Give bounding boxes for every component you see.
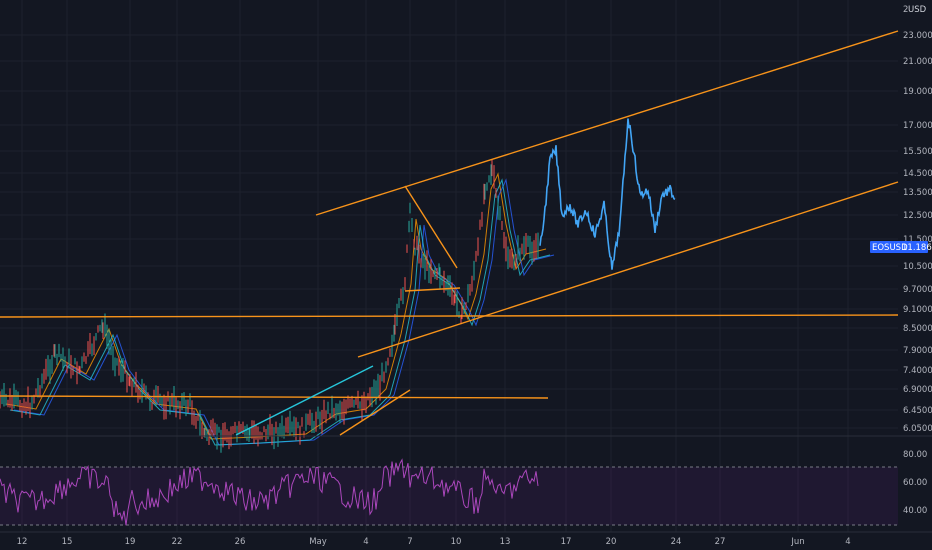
channel-upper-line[interactable] (315, 30, 899, 216)
y-tick-label: 13.5000 (903, 188, 932, 198)
channel-lower-line[interactable] (357, 181, 899, 358)
rsi-axis: 80.00 60.00 40.00 (903, 450, 927, 516)
rsi-tick-label: 40.00 (903, 506, 927, 516)
y-tick-label: 15.5000 (903, 147, 932, 157)
y-tick-label: 19.0000 (903, 87, 932, 97)
rsi-pane[interactable] (0, 458, 898, 526)
price-tag-value: 11.1864 (902, 243, 932, 253)
y-tick-label: 14.5000 (903, 169, 932, 179)
x-tick-label: 13 (500, 537, 511, 547)
y-tick-label: 12.5000 (903, 211, 932, 221)
rsi-band (0, 467, 898, 525)
x-tick-label: 19 (125, 537, 136, 547)
corner-label: 2 (903, 5, 908, 15)
x-tick-label: 15 (62, 537, 73, 547)
price-tag-symbol: EOSUSD (872, 243, 908, 253)
y-tick-label: 23.0000 (903, 31, 932, 41)
y-tick-label: 7.4000 (903, 366, 932, 376)
y-tick-label: 7.9000 (903, 346, 932, 356)
blue-price-path (539, 118, 676, 270)
y-tick-label: 21.0000 (903, 57, 932, 67)
rsi-tick-label: 60.00 (903, 478, 927, 488)
x-tick-label: 20 (606, 537, 617, 547)
pennant-line[interactable] (404, 287, 461, 292)
y-tick-label: 9.7000 (903, 285, 932, 295)
x-tick-label: 27 (715, 537, 726, 547)
x-tick-label: 10 (451, 537, 462, 547)
y-tick-label: 11.5000 (903, 235, 932, 245)
price-line-blue (539, 118, 676, 270)
x-tick-label: 12 (17, 537, 28, 547)
y-tick-label: 6.9000 (903, 385, 932, 395)
price-axis[interactable]: 23.0000 21.0000 19.0000 17.0000 15.5000 14.50… (903, 31, 932, 434)
currency-label: USD (908, 5, 927, 15)
y-tick-label: 6.0500 (903, 424, 932, 434)
x-tick-label: 4 (845, 537, 850, 547)
time-axis[interactable]: 12 15 19 22 26 May 4 7 10 13 17 20 24 27 Jun 4 (17, 537, 851, 547)
y-tick-label: 6.4500 (903, 406, 932, 416)
x-tick-label: 26 (235, 537, 246, 547)
wedge-bottom-line[interactable] (339, 389, 411, 436)
y-tick-label: 9.1000 (903, 305, 932, 315)
x-tick-label: 17 (561, 537, 572, 547)
y-tick-label: 10.5000 (903, 262, 932, 272)
x-tick-label: 7 (407, 537, 412, 547)
x-tick-label: 24 (671, 537, 682, 547)
support-line-lower[interactable] (0, 395, 549, 399)
trendlines[interactable] (0, 30, 899, 436)
x-tick-label: 22 (172, 537, 183, 547)
price-tag: EOSUSD 11.1864 (870, 241, 932, 253)
cyan-trendline[interactable] (235, 365, 374, 436)
y-tick-label: 8.5000 (903, 324, 932, 334)
rsi-tick-label: 80.00 (903, 450, 927, 460)
breakout-line[interactable] (404, 185, 458, 269)
rsi-line (0, 458, 539, 526)
x-tick-label: Jun (790, 537, 804, 547)
x-tick-label: 4 (363, 537, 368, 547)
y-tick-label: 17.0000 (903, 121, 932, 131)
support-line-horizontal[interactable] (0, 314, 899, 318)
candlesticks (0, 159, 539, 453)
x-tick-label: May (309, 537, 327, 547)
